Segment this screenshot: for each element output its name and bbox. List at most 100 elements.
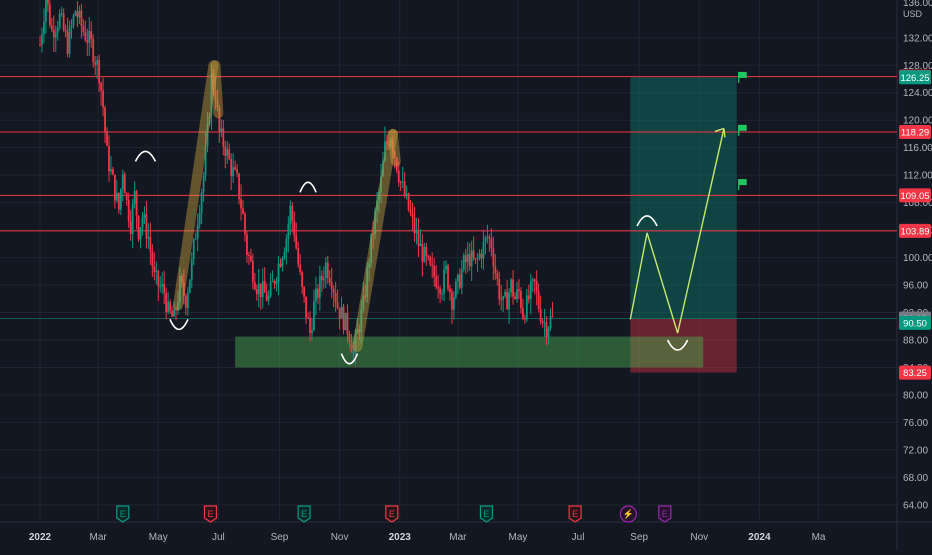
candle-body [395, 158, 398, 171]
candle-body [269, 282, 272, 296]
candle-body [222, 128, 225, 147]
candle-body [192, 239, 195, 260]
candle-body [401, 181, 404, 183]
y-tick-label: 112.00 [903, 171, 932, 182]
candle-body [545, 322, 548, 338]
x-tick-label: Jul [212, 532, 225, 543]
candle-body [506, 291, 509, 310]
flag-cloth [738, 179, 747, 186]
x-tick-label: 2023 [389, 532, 412, 543]
candle-body [529, 281, 532, 300]
candle-body [54, 32, 57, 38]
candle-body [119, 189, 122, 210]
marker-label: E [389, 509, 395, 519]
candle-body [468, 254, 471, 267]
candle-body [226, 149, 229, 156]
candle-body [516, 289, 518, 300]
candle-body [368, 263, 371, 268]
candle-body [169, 301, 171, 311]
candle-body [196, 224, 199, 239]
candle-body [200, 192, 203, 213]
earnings-marker-icon[interactable]: E [297, 505, 311, 523]
candle-body [460, 269, 463, 288]
price-tag-label: 126.25 [900, 73, 929, 84]
earnings-marker-icon[interactable]: E [479, 505, 494, 523]
target-zone [630, 77, 737, 319]
candle-body [131, 204, 134, 235]
earnings-marker-icon[interactable]: E [568, 505, 582, 523]
marker-badge [658, 505, 672, 523]
y-tick-label: 80.00 [903, 390, 928, 401]
price-tag-label: 103.89 [900, 226, 929, 237]
candle-body [285, 238, 288, 253]
candle-body [518, 289, 520, 291]
candle-body [482, 241, 485, 259]
candle-body [500, 299, 503, 301]
candle-body [41, 34, 43, 45]
candle-body [127, 199, 130, 222]
candle-body [462, 255, 465, 270]
candle-body [206, 124, 209, 147]
candle-body [488, 236, 491, 239]
candle-body [210, 74, 213, 116]
candle-body [267, 295, 270, 301]
top-arc [299, 181, 317, 193]
candle-body [145, 214, 148, 239]
candle-body [234, 167, 237, 170]
candle-body [125, 193, 128, 200]
candle-body [360, 309, 363, 333]
price-tag: 109.05 [899, 188, 931, 203]
candle-body [496, 273, 499, 279]
earnings-marker-icon[interactable]: E [116, 505, 130, 523]
event-markers[interactable]: E E E E E E ⚡ E [116, 505, 672, 523]
price-tag-box [899, 188, 931, 203]
candle-body [275, 281, 278, 284]
candle-body [202, 175, 205, 193]
candle-body [115, 193, 118, 201]
candle-body [251, 260, 254, 283]
x-tick-label: Mar [90, 532, 108, 543]
x-tick-label: 2022 [29, 532, 52, 543]
candle-body [470, 250, 473, 267]
candle-body [431, 264, 434, 267]
top-arc [636, 215, 658, 227]
target-flag-icon [738, 179, 747, 191]
candle-body [441, 293, 443, 295]
candle-body [179, 276, 181, 303]
candle-body [502, 296, 505, 300]
candle-body [121, 174, 124, 190]
candle-body [425, 246, 428, 256]
earnings-marker-icon[interactable]: E [203, 505, 218, 523]
time-axis[interactable]: 2022 Mar May Jul Sep Nov 2023 Mar May Jul Sep Nov 20… [29, 532, 826, 543]
candle-body [303, 286, 306, 297]
earnings-marker-icon[interactable]: ⚡ [619, 505, 637, 523]
candle-body [253, 282, 256, 290]
candle-body [318, 276, 321, 298]
candle-body [451, 291, 453, 310]
y-tick-label: 108.00 [903, 198, 932, 209]
candle-body [255, 289, 258, 295]
marker-badge [297, 505, 311, 523]
y-tick-label: 132.00 [903, 33, 932, 44]
candle-body [155, 270, 158, 272]
candle-body [340, 306, 343, 319]
candle-body [90, 30, 93, 40]
candle-body [188, 279, 191, 293]
candle-body [214, 90, 217, 101]
candle-body [123, 174, 126, 194]
candle-body [305, 296, 307, 318]
candle-body [449, 288, 451, 292]
candle-body [523, 317, 526, 320]
candle-body [60, 13, 63, 15]
candle-body [277, 263, 280, 282]
candle-body [289, 205, 292, 225]
marker-label: E [572, 509, 578, 519]
earnings-marker-icon[interactable]: E [658, 505, 672, 523]
candle-body [76, 11, 79, 18]
trend-highlight [352, 128, 398, 352]
candle-body [263, 281, 266, 293]
earnings-marker-icon[interactable]: E [385, 505, 399, 523]
candle-body [419, 243, 422, 247]
